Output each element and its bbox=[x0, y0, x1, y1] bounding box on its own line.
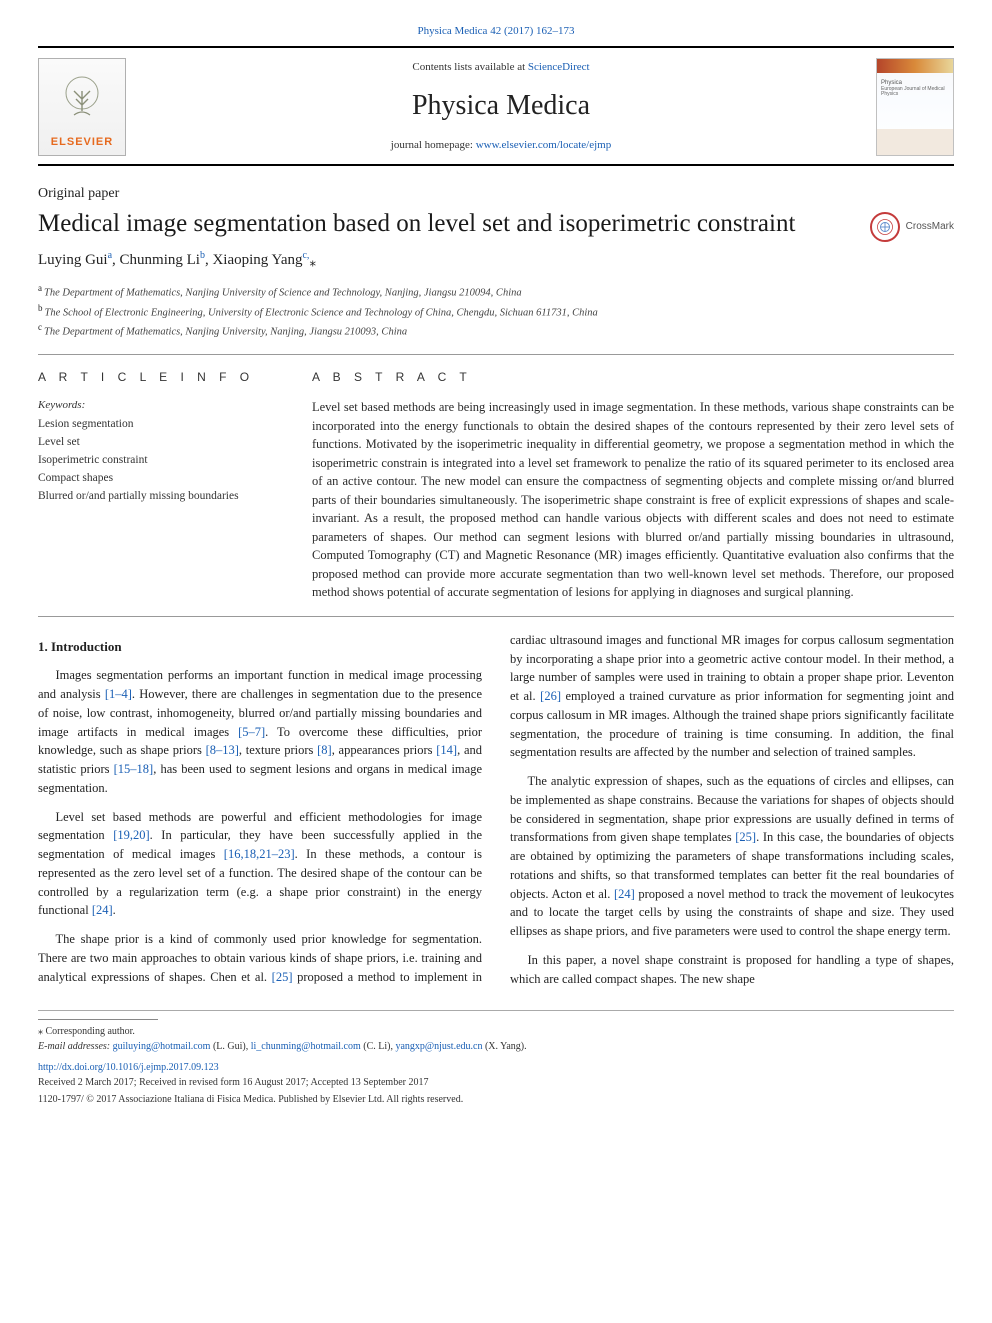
footnote-rule bbox=[38, 1019, 158, 1020]
journal-header: ELSEVIER Contents lists available at Sci… bbox=[38, 46, 954, 166]
contents-available-line: Contents lists available at ScienceDirec… bbox=[140, 60, 862, 76]
affiliations: aThe Department of Mathematics, Nanjing … bbox=[38, 282, 954, 340]
crossmark-icon bbox=[876, 218, 894, 236]
elsevier-logo[interactable]: ELSEVIER bbox=[38, 58, 126, 156]
journal-cover-thumb[interactable]: Physica European Journal of Medical Phys… bbox=[876, 58, 954, 156]
footer: ⁎ Corresponding author. E-mail addresses… bbox=[38, 1010, 954, 1107]
abstract-text: Level set based methods are being increa… bbox=[312, 398, 954, 602]
contents-prefix: Contents lists available at bbox=[412, 61, 527, 73]
body-text: 1. Introduction Images segmentation perf… bbox=[38, 631, 954, 993]
elsevier-tree-icon bbox=[52, 71, 112, 131]
keywords-label: Keywords: bbox=[38, 398, 278, 414]
sciencedirect-link[interactable]: ScienceDirect bbox=[528, 61, 590, 73]
article-info: A R T I C L E I N F O Keywords: Lesion s… bbox=[38, 369, 278, 602]
journal-citation-link[interactable]: Physica Medica 42 (2017) 162–173 bbox=[417, 25, 574, 37]
journal-name: Physica Medica bbox=[140, 86, 862, 127]
cover-subtitle: European Journal of Medical Physics bbox=[881, 87, 953, 98]
received-line: Received 2 March 2017; Received in revis… bbox=[38, 1075, 954, 1090]
journal-homepage-line: journal homepage: www.elsevier.com/locat… bbox=[140, 138, 862, 154]
abstract-heading: A B S T R A C T bbox=[312, 369, 954, 386]
journal-homepage-link[interactable]: www.elsevier.com/locate/ejmp bbox=[476, 139, 612, 151]
email-addresses: guiluying@hotmail.com (L. Gui), li_chunm… bbox=[113, 1041, 527, 1052]
journal-citation: Physica Medica 42 (2017) 162–173 bbox=[38, 24, 954, 40]
abstract: A B S T R A C T Level set based methods … bbox=[312, 369, 954, 602]
corresponding-author: ⁎ Corresponding author. bbox=[38, 1024, 954, 1039]
section-heading: 1. Introduction bbox=[38, 637, 482, 657]
paper-title: Medical image segmentation based on leve… bbox=[38, 208, 858, 239]
crossmark-badge[interactable]: CrossMark bbox=[870, 212, 954, 242]
homepage-prefix: journal homepage: bbox=[391, 139, 476, 151]
authors: Luying Guia, Chunming Lib, Xiaoping Yang… bbox=[38, 249, 954, 272]
elsevier-brand-text: ELSEVIER bbox=[51, 135, 113, 151]
email-label: E-mail addresses: bbox=[38, 1041, 113, 1052]
copyright-line: 1120-1797/ © 2017 Associazione Italiana … bbox=[38, 1092, 954, 1107]
article-info-heading: A R T I C L E I N F O bbox=[38, 369, 278, 386]
doi-link[interactable]: http://dx.doi.org/10.1016/j.ejmp.2017.09… bbox=[38, 1062, 219, 1073]
keywords-list: Lesion segmentationLevel setIsoperimetri… bbox=[38, 416, 278, 505]
email-line: E-mail addresses: guiluying@hotmail.com … bbox=[38, 1039, 954, 1054]
crossmark-label: CrossMark bbox=[906, 220, 954, 235]
divider bbox=[38, 354, 954, 355]
paper-type: Original paper bbox=[38, 184, 954, 204]
divider bbox=[38, 616, 954, 617]
